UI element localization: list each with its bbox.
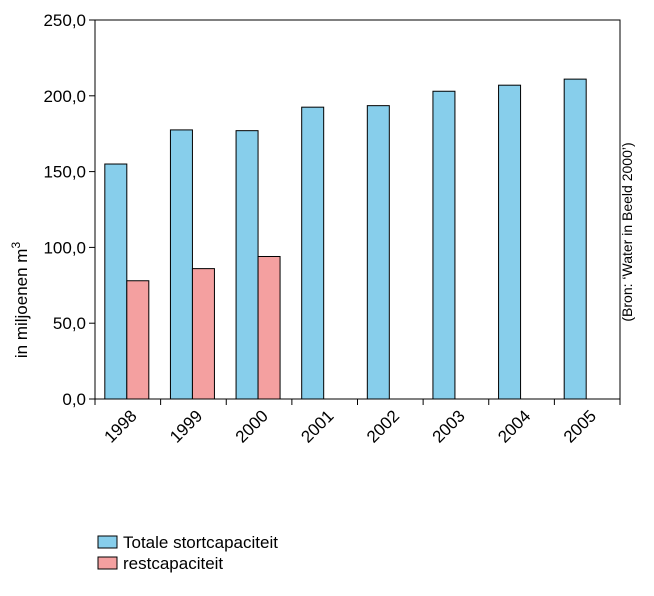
x-tick-label: 2005 [560,406,600,446]
x-tick-label: 2000 [232,406,272,446]
legend: Totale stortcapaciteit restcapaciteit [97,533,278,573]
bars [104,78,587,400]
bar-totale-stortcapaciteit [432,90,456,400]
bar-totale-stortcapaciteit [366,105,390,400]
bar-totale-stortcapaciteit [235,130,259,400]
legend-swatch [97,535,118,549]
legend-swatch [97,556,118,570]
y-tick-label: 50,0 [53,314,86,333]
x-tick-label: 2002 [363,406,403,446]
y-tick-label: 100,0 [43,238,86,257]
x-tick-label: 2004 [494,406,534,446]
y-tick-label: 150,0 [43,163,86,182]
x-tick-label: 2001 [297,406,337,446]
y-tick-label: 250,0 [43,11,86,30]
x-axis: 1998 1999 2000 2001 2002 2003 2004 2005 [94,399,621,447]
source-note: (Bron: ‘Water in Beeld 2000’) [619,142,635,321]
bar-totale-stortcapaciteit [301,106,325,400]
y-tick-label: 0,0 [62,390,86,409]
x-tick-label: 2003 [429,406,469,446]
legend-label: restcapaciteit [123,554,223,573]
y-axis-title: in miljoenen m3 [9,242,31,359]
bar-totale-stortcapaciteit [563,78,587,400]
bar-totale-stortcapaciteit [169,129,193,400]
bar-restcapaciteit [126,280,150,400]
y-axis: 0,0 50,0 100,0 150,0 200,0 250,0 [43,11,95,409]
x-tick-label: 1998 [100,406,140,446]
y-tick-label: 200,0 [43,87,86,106]
x-tick-label: 1999 [166,406,206,446]
bar-totale-stortcapaciteit [498,84,522,400]
bar-restcapaciteit [191,268,215,400]
bar-totale-stortcapaciteit [104,163,128,400]
legend-label: Totale stortcapaciteit [123,533,278,552]
bar-restcapaciteit [257,255,281,400]
